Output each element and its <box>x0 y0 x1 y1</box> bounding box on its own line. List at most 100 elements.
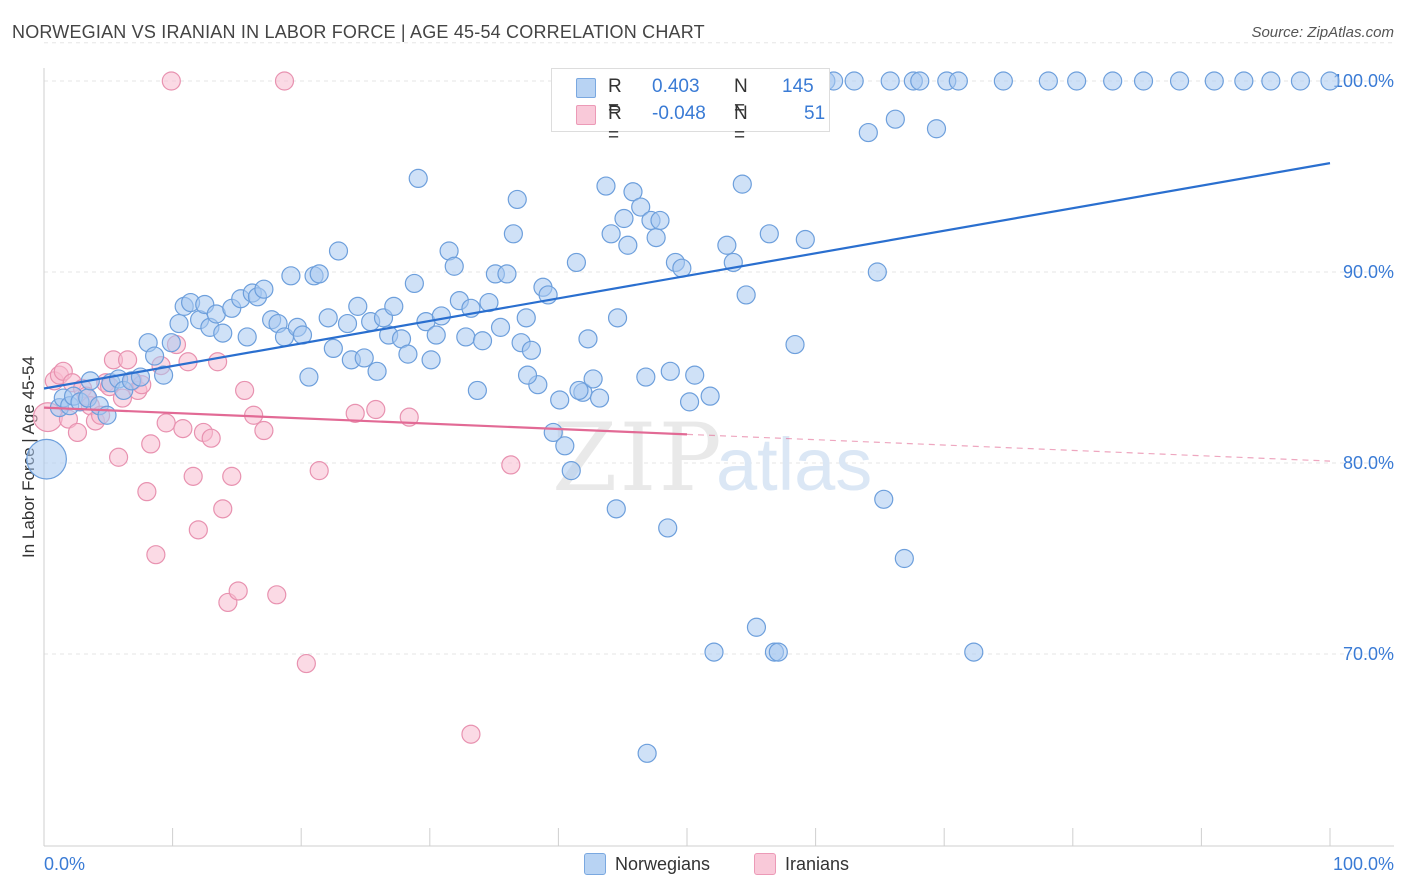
norwegian-point <box>948 71 968 91</box>
norwegian-point <box>1261 71 1281 91</box>
iranian-point <box>274 71 295 91</box>
norwegian-point <box>517 365 538 385</box>
iranian-point <box>235 380 255 401</box>
norwegian-point <box>26 438 67 480</box>
norwegian-point <box>555 436 575 456</box>
iranian-point <box>309 461 329 481</box>
iranian-point <box>461 724 481 744</box>
norwegian-point <box>880 71 900 91</box>
bottom-legend-swatch-iranians <box>754 853 776 875</box>
legend-r-label: R = <box>608 76 622 119</box>
iranian-point <box>366 399 386 420</box>
iranian-point <box>501 455 521 475</box>
norwegian-point <box>398 344 418 364</box>
norwegian-point <box>623 182 643 202</box>
norwegian-point <box>867 262 887 282</box>
norwegian-point <box>490 317 511 337</box>
norwegian-point <box>404 273 424 294</box>
norwegian-point <box>658 518 678 538</box>
iranian-point <box>141 434 161 454</box>
legend-r-label: R = <box>608 103 622 146</box>
y-tick-label: 90.0% <box>1343 262 1394 282</box>
norwegian-point <box>1320 71 1340 91</box>
norwegian-point <box>700 386 720 406</box>
norwegian-point <box>844 71 864 91</box>
norwegian-point <box>910 71 930 91</box>
grid-lines <box>44 42 1394 655</box>
iranian-point <box>146 545 166 565</box>
norwegian-point <box>589 388 610 408</box>
norwegian-point <box>926 119 947 139</box>
norwegian-point <box>566 252 587 273</box>
bottom-legend-label-iranians: Iranians <box>785 854 850 874</box>
norwegian-point <box>618 235 638 255</box>
norwegian-point <box>650 210 670 231</box>
x-tick-label-min: 0.0% <box>44 854 85 874</box>
iranian-point <box>267 585 287 605</box>
iranian-point <box>213 499 233 519</box>
norwegian-point <box>1067 71 1087 91</box>
norwegian-point <box>323 338 343 358</box>
legend-r-value: 0.403 <box>652 76 700 97</box>
norwegian-point <box>497 264 517 284</box>
norwegian-point <box>596 176 616 196</box>
bottom-legend-swatch-norwegians <box>584 853 606 875</box>
norwegian-point <box>1234 71 1254 91</box>
iranian-point <box>222 466 242 486</box>
norwegian-point <box>1290 71 1311 91</box>
watermark-zip: ZIP <box>552 404 724 513</box>
legend-r-value: -0.048 <box>652 103 706 124</box>
norwegian-point <box>606 499 626 519</box>
legend-n-label: N = <box>734 103 748 146</box>
norwegian-point <box>631 197 651 217</box>
iranian-trend-line <box>43 406 688 436</box>
iranian-point <box>173 419 193 439</box>
norwegian-point <box>426 325 446 345</box>
legend-n-value: 145 <box>782 76 814 97</box>
legend-swatch-norwegians <box>576 78 596 98</box>
norwegian-point <box>516 308 536 328</box>
norwegian-point <box>732 174 752 194</box>
norwegian-point <box>354 348 374 368</box>
norwegian-point <box>153 365 174 385</box>
norwegian-point <box>144 346 165 366</box>
norwegian-point <box>161 333 181 353</box>
norwegian-point <box>768 642 788 662</box>
norwegian-point <box>503 224 523 244</box>
legend-swatch-iranians <box>576 105 596 125</box>
norwegian-point <box>578 329 598 349</box>
y-tick-label: 70.0% <box>1343 644 1394 664</box>
norwegian-point <box>964 642 984 662</box>
norwegian-point <box>759 224 779 244</box>
y-tick-label: 100.0% <box>1333 71 1394 91</box>
norwegian-point <box>1133 71 1154 91</box>
watermark-atlas: atlas <box>716 423 872 506</box>
norwegian-point <box>367 361 387 381</box>
norwegian-point <box>1038 71 1058 91</box>
norwegian-point <box>1169 71 1190 91</box>
x-tick-labels: 0.0% 100.0% <box>44 854 1394 874</box>
norwegian-point <box>679 392 700 412</box>
norwegian-point <box>550 390 570 410</box>
norwegian-point <box>309 264 329 284</box>
norwegian-point <box>636 367 656 387</box>
norwegian-point <box>672 258 692 278</box>
y-tick-labels: 70.0% 80.0% 90.0% 100.0% <box>1333 71 1394 664</box>
norwegian-point <box>894 548 914 569</box>
axes <box>43 68 1394 847</box>
norwegian-point <box>299 367 319 387</box>
norwegian-point <box>614 208 634 229</box>
norwegian-point <box>637 743 657 763</box>
norwegian-point <box>328 241 349 261</box>
chart-source: Source: ZipAtlas.com <box>1251 24 1394 41</box>
trend-lines <box>43 162 1331 462</box>
norwegian-point <box>467 380 487 401</box>
norwegian-point <box>858 122 878 143</box>
iranian-point <box>254 420 274 441</box>
norwegian-point <box>736 285 756 305</box>
iranian-point <box>108 447 129 467</box>
iranian-point <box>161 71 181 91</box>
iranian-point <box>228 581 248 601</box>
norwegian-trend-line <box>43 162 1331 390</box>
